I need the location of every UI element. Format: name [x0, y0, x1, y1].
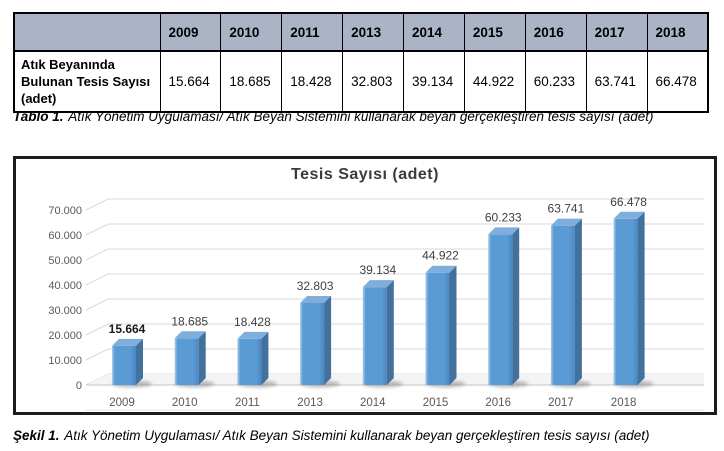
bar-front-2017 — [550, 225, 575, 385]
bar-side — [449, 265, 457, 385]
value-cell-2011: 18.428 — [281, 50, 344, 113]
year-header-2011: 2011 — [281, 12, 344, 52]
chart-figure: Tesis Sayısı (adet) 0 10.000 20.000 30.000 4… — [13, 156, 717, 415]
bar-front-2014 — [362, 287, 387, 385]
y-tick-label: 10.000 — [48, 355, 82, 367]
year-header-2009: 2009 — [159, 12, 222, 52]
bar-top — [425, 265, 457, 273]
figure-caption-label: Şekil 1. — [13, 428, 60, 443]
bar-top — [300, 295, 332, 303]
y-tick-label: 50.000 — [48, 255, 82, 267]
year-header-2010: 2010 — [220, 12, 283, 52]
value-cell-2013: 32.803 — [342, 50, 404, 113]
bar-front-2013 — [300, 302, 325, 385]
year-header-2018: 2018 — [646, 12, 709, 52]
bar-top — [237, 331, 269, 339]
y-tick-label: 20.000 — [48, 330, 82, 342]
bar-top — [550, 218, 582, 226]
bar-chart: 0 10.000 20.000 30.000 40.000 50.000 60.000 70.… — [48, 195, 704, 411]
x-tick-label: 2009 — [109, 397, 135, 409]
bar-top — [362, 280, 394, 288]
value-cell-2014: 39.134 — [403, 50, 465, 113]
table-header-row: 2009 2010 2011 2013 2014 2015 2016 2017 2018 — [13, 12, 709, 52]
gridline — [85, 198, 704, 211]
gridline — [85, 223, 704, 236]
bar-value-label: 63.741 — [548, 202, 585, 216]
bar-value-label: 66.478 — [610, 195, 647, 209]
row-label-cell: Atık Beyanında Bulunan Tesis Sayısı (ade… — [13, 50, 161, 113]
value-cell-2015: 44.922 — [463, 50, 526, 113]
bar-value-label: 18.685 — [171, 314, 208, 328]
bar-side — [261, 331, 269, 385]
x-tick-label: 2017 — [548, 397, 574, 409]
figure-caption-text: Atık Yönetim Uygulaması/ Atık Beyan Sist… — [64, 428, 650, 443]
bar-front-2016 — [488, 234, 513, 385]
x-tick-label: 2014 — [360, 397, 386, 409]
bar-side — [324, 295, 332, 385]
bar-value-label: 15.664 — [109, 322, 146, 336]
year-header-2017: 2017 — [585, 12, 648, 52]
y-tick-label: 70.000 — [48, 205, 82, 217]
bar-value-label: 18.428 — [234, 315, 271, 329]
bar-side — [637, 211, 645, 385]
value-cell-2018: 66.478 — [646, 50, 709, 113]
table-row: Atık Beyanında Bulunan Tesis Sayısı (ade… — [13, 50, 709, 113]
gridline — [85, 298, 704, 311]
value-cell-2010: 18.685 — [220, 50, 283, 113]
bar-value-label: 60.233 — [485, 210, 522, 224]
value-cell-2016: 60.233 — [524, 50, 587, 113]
bar-value-label: 39.134 — [359, 263, 396, 277]
bar-value-label: 44.922 — [422, 249, 459, 263]
value-cell-2017: 63.741 — [585, 50, 648, 113]
bar-top — [488, 227, 520, 235]
bar-side — [574, 218, 582, 385]
x-tick-label: 2015 — [423, 397, 449, 409]
y-tick-label: 60.000 — [48, 230, 82, 242]
bar-side — [198, 331, 206, 385]
y-tick-label: 0 — [76, 380, 82, 392]
bar-side — [386, 280, 394, 385]
gridline — [85, 248, 704, 261]
bar-front-2011 — [237, 338, 262, 385]
x-tick-label: 2013 — [297, 397, 323, 409]
bar-side — [136, 338, 143, 385]
bar-front-2018 — [613, 218, 638, 385]
bar-top — [613, 211, 645, 219]
table-caption-label: Tablo 1. — [13, 109, 64, 124]
table-caption-text: Atık Yönetim Uygulaması/ Atık Beyan Sist… — [68, 109, 654, 124]
bar-side — [512, 227, 520, 385]
year-header-2013: 2013 — [342, 12, 404, 52]
year-header-2016: 2016 — [524, 12, 587, 52]
table-corner-cell — [13, 12, 161, 52]
x-tick-label: 2010 — [172, 397, 198, 409]
chart-title: Tesis Sayısı (adet) — [291, 166, 439, 183]
x-tick-label: 2018 — [611, 397, 637, 409]
year-header-2015: 2015 — [463, 12, 526, 52]
bar-front-2015 — [425, 272, 450, 385]
bar-value-label: 32.803 — [297, 279, 334, 293]
y-tick-label: 40.000 — [48, 280, 82, 292]
waste-declaration-table: 2009 2010 2011 2013 2014 2015 2016 2017 2018 Atı… — [13, 12, 709, 113]
bar-top — [174, 331, 206, 339]
bar-front-2010 — [174, 338, 199, 385]
bar-top — [112, 338, 143, 346]
value-cell-2009: 15.664 — [159, 50, 222, 113]
x-tick-label: 2016 — [485, 397, 511, 409]
bar-front-2009 — [112, 345, 136, 385]
table-caption: Tablo 1. Atık Yönetim Uygulaması/ Atık Be… — [13, 109, 654, 124]
year-header-2014: 2014 — [403, 12, 465, 52]
y-tick-label: 30.000 — [48, 305, 82, 317]
figure-caption: Şekil 1. Atık Yönetim Uygulaması/ Atık Be… — [13, 428, 650, 443]
x-tick-label: 2011 — [235, 397, 260, 409]
